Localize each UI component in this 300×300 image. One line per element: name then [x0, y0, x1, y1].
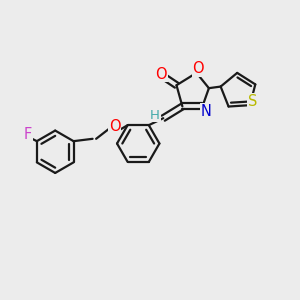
Text: O: O	[155, 67, 167, 82]
Text: N: N	[200, 104, 211, 119]
Text: O: O	[193, 61, 204, 76]
Text: S: S	[248, 94, 258, 109]
Text: H: H	[150, 109, 160, 122]
Text: O: O	[109, 118, 120, 134]
Text: F: F	[24, 128, 32, 142]
